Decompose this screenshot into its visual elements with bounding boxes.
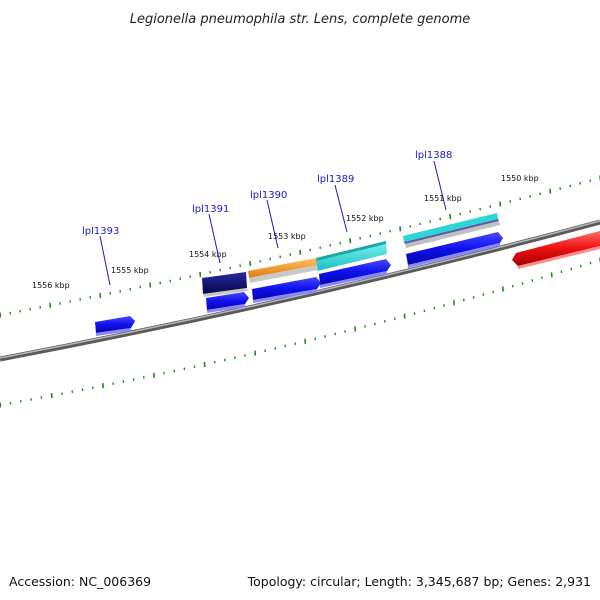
lower-scale-ticks [0,257,600,408]
scale-label-1553: 1553 kbp [268,232,306,241]
gene-label-lpl1390[interactable]: lpl1390 [250,190,287,201]
feature-lpl1391-navy-block[interactable] [202,272,248,297]
gene-label-leaders [99,160,447,286]
feature-lpl1393-arrow[interactable] [95,316,135,336]
gene-label-lpl1391[interactable]: lpl1391 [192,204,229,215]
feature-red-arrow[interactable] [512,231,600,269]
gene-label-lpl1389[interactable]: lpl1389 [317,174,354,185]
scale-label-1550: 1550 kbp [501,174,539,183]
accession-text: Accession: NC_006369 [9,574,151,589]
feature-lpl1388-cyan-strip[interactable] [403,213,500,248]
genome-backbone [0,219,600,362]
scale-label-1556: 1556 kbp [32,281,70,290]
scale-label-1555: 1555 kbp [111,266,149,275]
scale-label-1554: 1554 kbp [189,250,227,259]
feature-lpl1388-arrow[interactable] [406,232,503,268]
scale-label-1552: 1552 kbp [346,214,384,223]
feature-lpl1389-arrow[interactable] [319,259,391,288]
feature-lpl1390-arrow[interactable] [252,277,321,303]
feature-lpl1391-arrow[interactable] [206,292,249,313]
gene-label-lpl1393[interactable]: lpl1393 [82,226,119,237]
genome-summary-text: Topology: circular; Length: 3,345,687 bp… [247,574,591,589]
lower-tick [91,386,94,390]
feature-lpl1390-orange-block[interactable] [248,258,318,283]
gene-label-lpl1388[interactable]: lpl1388 [415,150,452,161]
map-title: Legionella pneumophila str. Lens, comple… [130,12,471,27]
feature-lpl1389-cyan-block[interactable] [316,241,387,271]
upper-scale-ticks [0,175,600,318]
